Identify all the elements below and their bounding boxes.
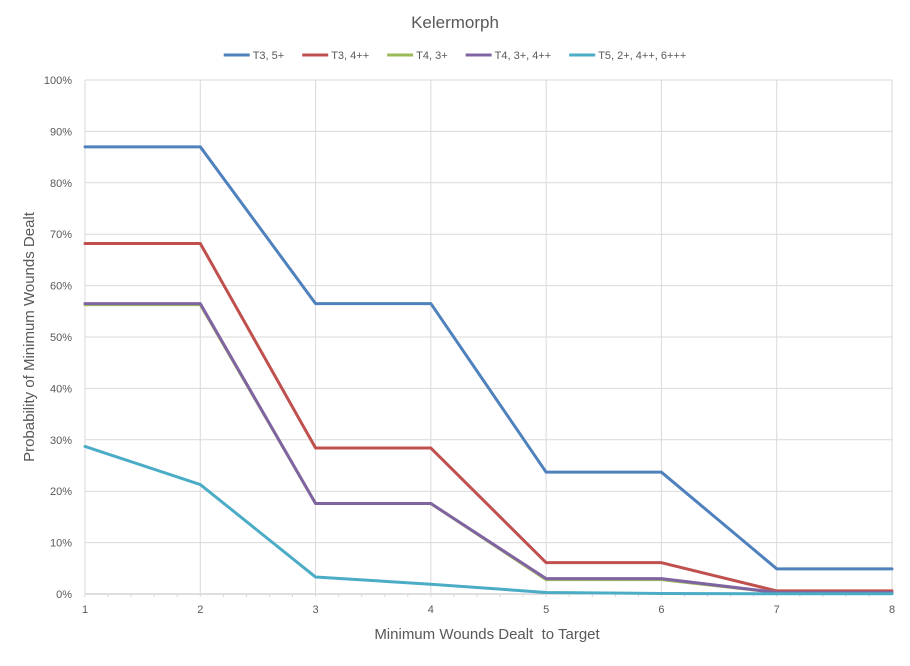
series-line <box>83 302 894 594</box>
legend: T3, 5+ T3, 4++ T4, 3+ T4, 3+, 4++ T5, 2+, 4+… <box>223 50 686 62</box>
x-axis-ticks: 1 2 3 4 5 6 7 8 <box>82 604 895 616</box>
y-tick-label: 50% <box>50 332 72 344</box>
y-tick-label: 60% <box>50 281 72 293</box>
x-tick-label: 8 <box>889 604 895 616</box>
gridlines <box>84 79 893 597</box>
legend-label: T5, 2+, 4++, 6+++ <box>598 50 686 62</box>
y-tick-label: 70% <box>50 229 72 241</box>
x-tick-label: 6 <box>658 604 664 616</box>
y-tick-label: 100% <box>44 75 72 87</box>
series-line <box>83 145 894 571</box>
y-axis-label: Probability of Minimum Wounds Dealt <box>21 211 38 462</box>
series-line <box>83 241 894 593</box>
y-tick-label: 80% <box>50 178 72 190</box>
y-tick-label: 30% <box>50 435 72 447</box>
legend-label: T4, 3+ <box>416 50 448 62</box>
x-tick-label: 7 <box>774 604 780 616</box>
legend-label: T3, 5+ <box>253 50 285 62</box>
y-tick-label: 20% <box>50 486 72 498</box>
series-line <box>83 444 894 596</box>
series-lines <box>83 145 894 596</box>
y-tick-label: 0% <box>56 589 72 601</box>
x-tick-label: 5 <box>543 604 549 616</box>
x-axis-label: Minimum Wounds Dealt to Target <box>374 626 600 643</box>
y-axis-ticks: 0% 10% 20% 30% 40% 50% 60% 70% 80% 90% 100% <box>44 75 72 601</box>
legend-label: T3, 4++ <box>331 50 369 62</box>
y-tick-label: 40% <box>50 383 72 395</box>
y-tick-label: 10% <box>50 538 72 550</box>
x-tick-label: 2 <box>197 604 203 616</box>
y-tick-label: 90% <box>50 126 72 138</box>
chart-title: Kelermorph <box>411 13 499 32</box>
x-tick-label: 4 <box>428 604 434 616</box>
legend-label: T4, 3+, 4++ <box>495 50 552 62</box>
x-tick-label: 3 <box>313 604 319 616</box>
x-tick-label: 1 <box>82 604 88 616</box>
